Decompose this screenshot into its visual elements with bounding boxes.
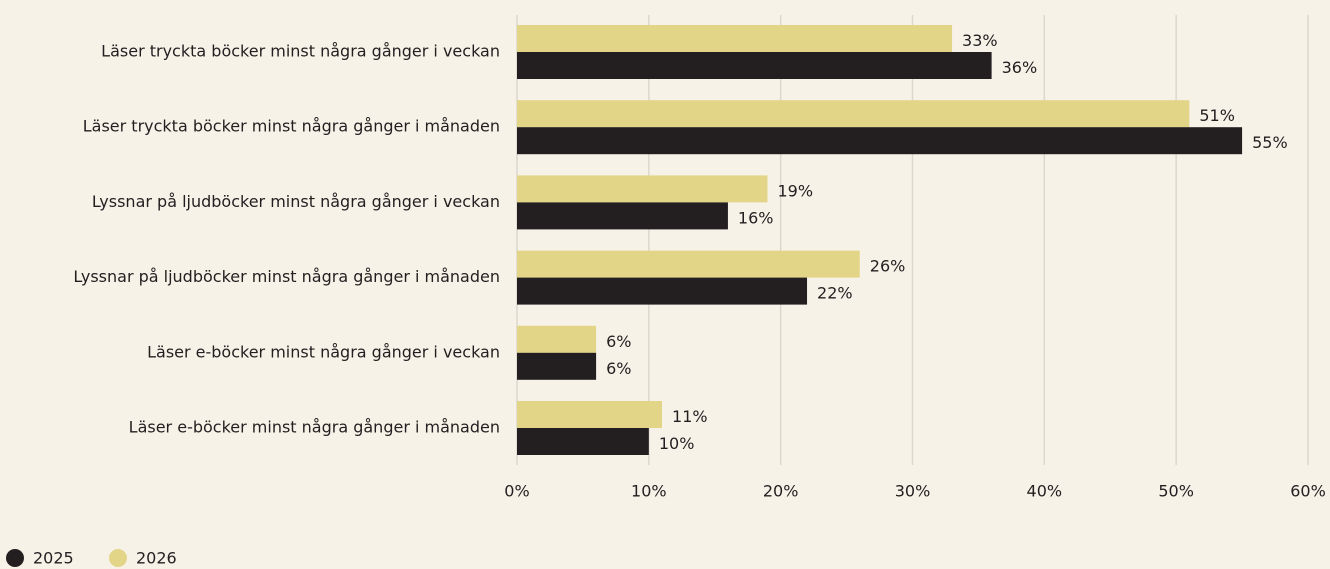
bar [517,127,1243,155]
bar [517,25,953,52]
legend-swatch [6,549,24,567]
bar [517,100,1190,128]
y-tick-label: Läser e-böcker minst några gånger i veck… [147,342,500,361]
data-label: 51% [1199,106,1235,125]
x-tick-label: 30% [895,482,931,501]
data-label: 55% [1252,133,1288,152]
data-label: 10% [659,434,695,453]
bar [517,325,597,353]
bar [517,428,649,455]
data-label: 19% [777,181,813,200]
data-label: 16% [738,208,774,227]
legend-label: 2026 [136,549,177,568]
x-tick-label: 50% [1158,482,1194,501]
bar [517,52,992,79]
x-tick-label: 0% [504,482,529,501]
legend-label: 2025 [33,549,74,568]
bar [517,352,597,380]
data-label: 22% [817,284,853,303]
x-tick-label: 10% [631,482,667,501]
y-tick-label: Läser e-böcker minst några gånger i måna… [129,418,500,437]
bar [517,250,860,278]
data-label: 36% [1002,58,1038,77]
x-tick-label: 20% [763,482,799,501]
bar [517,277,808,305]
x-tick-label: 40% [1027,482,1063,501]
x-tick-label: 60% [1290,482,1326,501]
data-label: 6% [606,359,631,378]
legend-swatch [109,549,127,567]
bar [517,175,768,203]
y-tick-label: Läser tryckta böcker minst några gånger … [101,42,500,61]
data-label: 11% [672,407,708,426]
y-tick-label: Läser tryckta böcker minst några gånger … [83,117,500,136]
data-label: 26% [870,257,906,276]
bar [517,202,728,230]
data-label: 6% [606,332,631,351]
data-label: 33% [962,31,998,50]
bar [517,401,663,428]
y-tick-label: Lyssnar på ljudböcker minst några gånger… [73,267,500,286]
y-tick-label: Lyssnar på ljudböcker minst några gånger… [92,192,500,211]
